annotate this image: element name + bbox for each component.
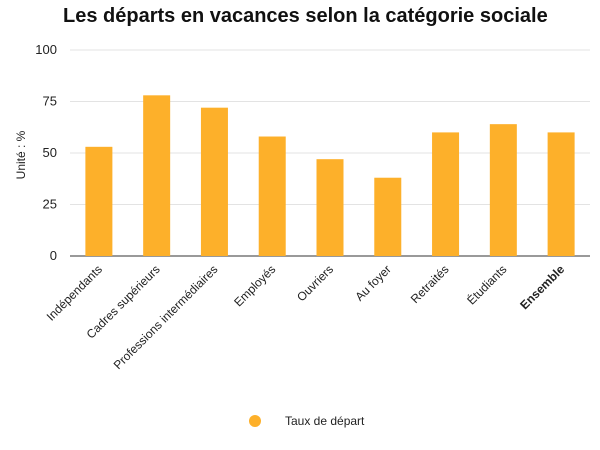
y-tick-label: 25	[43, 197, 57, 212]
bar	[374, 177, 402, 256]
bar	[432, 132, 460, 256]
x-tick-label: Ensemble	[517, 262, 567, 312]
x-tick-label: Ouvriers	[294, 262, 336, 304]
x-tick-label: Étudiants	[463, 262, 509, 308]
x-tick-label: Au foyer	[352, 262, 394, 304]
y-tick-label: 100	[35, 42, 57, 57]
bar	[489, 124, 517, 256]
bar	[258, 136, 286, 256]
legend-swatch	[249, 415, 261, 427]
y-tick-label: 0	[50, 248, 57, 263]
legend-label: Taux de départ	[285, 414, 365, 428]
bar	[85, 146, 113, 256]
bar	[547, 132, 575, 256]
x-tick-label: Indépendants	[44, 262, 105, 323]
x-tick-label: Retraités	[408, 262, 452, 306]
chart-title: Les départs en vacances selon la catégor…	[63, 5, 548, 27]
bar	[143, 95, 171, 256]
y-tick-label: 75	[43, 94, 57, 109]
legend: Taux de départ	[249, 414, 365, 428]
y-axis-label: Unité : %	[14, 130, 28, 179]
x-tick-label: Employés	[231, 262, 278, 309]
bars	[85, 95, 575, 257]
y-axis-ticks: 0 25 50 75 100	[35, 42, 57, 263]
bar	[200, 107, 228, 257]
x-tick-label: Professions intermédiaires	[111, 262, 221, 372]
bar	[316, 159, 344, 256]
y-tick-label: 50	[43, 145, 57, 160]
